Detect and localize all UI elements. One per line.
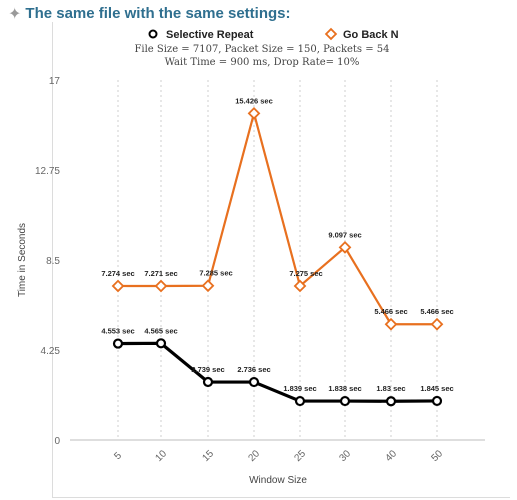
series-go-back-n: 7.274 sec 7.271 sec 7.285 sec 15.426 sec 7.2… xyxy=(101,96,454,331)
slide-heading: ✦ The same file with the same settings: xyxy=(8,2,290,24)
data-point-selective-repeat[interactable] xyxy=(248,376,260,388)
data-label-selective-repeat: 2.739 sec xyxy=(191,365,224,374)
y-tick-label: 8.5 xyxy=(46,256,60,267)
data-label-selective-repeat: 4.553 sec xyxy=(101,327,134,336)
legend-marker-circle xyxy=(148,29,158,39)
x-tick-label: 20 xyxy=(246,448,262,464)
y-axis-title: Time in Seconds xyxy=(17,223,28,297)
data-point-go-back-n[interactable] xyxy=(430,317,444,331)
y-tick-label: 12.75 xyxy=(35,166,60,177)
chart-panel xyxy=(52,22,510,498)
data-label-go-back-n: 5.466 sec xyxy=(374,307,407,316)
data-label-go-back-n: 7.285 sec xyxy=(199,269,232,278)
data-point-selective-repeat[interactable] xyxy=(155,338,167,349)
legend-label-selective-repeat: Selective Repeat xyxy=(166,29,254,41)
data-label-go-back-n: 9.097 sec xyxy=(328,230,361,239)
x-tick-label: 50 xyxy=(429,448,445,464)
x-axis-ticks: 5 10 15 20 25 30 40 50 xyxy=(112,448,445,464)
series-line-go-back-n xyxy=(117,112,437,326)
legend-marker-diamond xyxy=(324,27,338,41)
y-tick-label: 17 xyxy=(49,76,61,87)
y-tick-label: 0 xyxy=(54,436,60,447)
x-tick-label: 15 xyxy=(200,448,216,464)
data-point-go-back-n[interactable] xyxy=(201,279,215,293)
y-axis-ticks: 0 4.25 8.5 12.75 17 xyxy=(35,76,60,447)
data-label-go-back-n: 7.275 sec xyxy=(289,269,322,278)
data-point-go-back-n[interactable] xyxy=(338,240,352,254)
x-tick-label: 30 xyxy=(337,448,353,464)
data-point-selective-repeat[interactable] xyxy=(431,395,443,407)
data-point-go-back-n[interactable] xyxy=(384,317,398,331)
data-label-selective-repeat: 1.839 sec xyxy=(283,384,316,393)
data-point-selective-repeat[interactable] xyxy=(385,396,397,407)
data-point-selective-repeat[interactable] xyxy=(202,376,214,388)
grid-lines xyxy=(70,80,485,441)
x-tick-label: 25 xyxy=(292,448,308,464)
data-label-selective-repeat: 1.845 sec xyxy=(420,384,453,393)
legend-label-go-back-n: Go Back N xyxy=(343,29,399,41)
x-tick-label: 10 xyxy=(153,448,169,464)
x-tick-label: 5 xyxy=(112,450,124,462)
x-axis-title: Window Size xyxy=(249,475,307,486)
data-label-go-back-n: 5.466 sec xyxy=(420,307,453,316)
series-layer: 4.553 sec 4.565 sec 2.739 sec 2.736 sec 1.83… xyxy=(101,96,454,407)
legend-item-go-back-n[interactable]: Go Back N xyxy=(324,27,399,41)
heading-text: The same file with the same settings: xyxy=(25,4,291,22)
info-line-1: File Size = 7107, Packet Size = 150, Pac… xyxy=(134,44,389,55)
data-point-go-back-n[interactable] xyxy=(293,279,307,293)
data-label-go-back-n: 15.426 sec xyxy=(235,96,273,105)
data-label-go-back-n: 7.274 sec xyxy=(101,269,134,278)
data-point-selective-repeat[interactable] xyxy=(339,395,351,407)
info-line-2: Wait Time = 900 ms, Drop Rate= 10% xyxy=(165,57,360,68)
data-point-go-back-n[interactable] xyxy=(247,106,261,120)
series-selective-repeat: 4.553 sec 4.565 sec 2.739 sec 2.736 sec 1.83… xyxy=(101,326,454,407)
four-point-star-icon: ✦ xyxy=(8,3,22,23)
data-label-selective-repeat: 1.83 sec xyxy=(376,384,405,393)
data-label-selective-repeat: 1.838 sec xyxy=(328,384,361,393)
data-label-selective-repeat: 4.565 sec xyxy=(144,326,177,335)
y-tick-label: 4.25 xyxy=(41,346,61,357)
legend: Selective Repeat Go Back N xyxy=(148,27,399,41)
series-line-selective-repeat xyxy=(117,341,438,403)
data-label-selective-repeat: 2.736 sec xyxy=(237,365,270,374)
data-point-selective-repeat[interactable] xyxy=(112,338,124,349)
legend-item-selective-repeat[interactable]: Selective Repeat xyxy=(148,29,254,41)
data-point-go-back-n[interactable] xyxy=(111,279,125,293)
x-tick-label: 40 xyxy=(383,448,399,464)
data-point-go-back-n[interactable] xyxy=(154,279,168,293)
data-point-selective-repeat[interactable] xyxy=(294,395,306,407)
data-label-go-back-n: 7.271 sec xyxy=(144,269,177,278)
